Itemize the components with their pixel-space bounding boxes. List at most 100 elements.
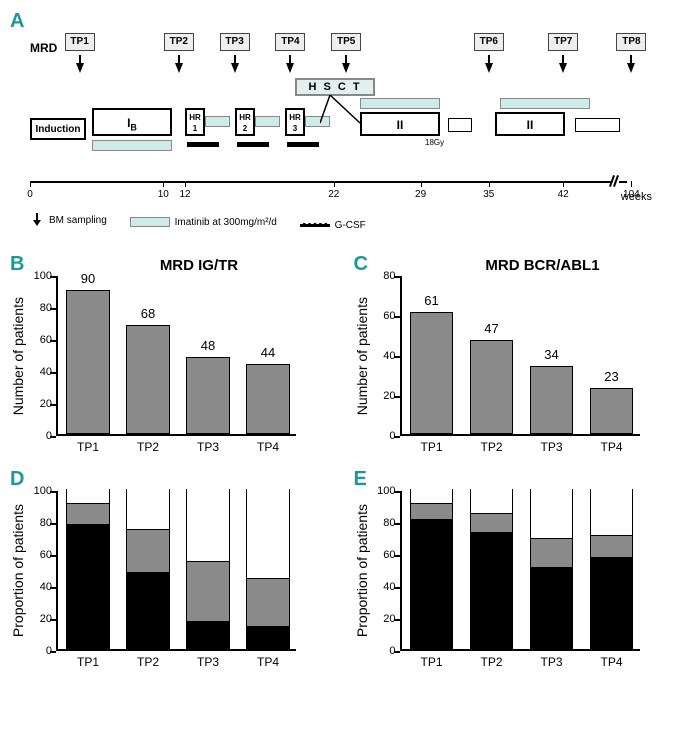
bar [126,325,169,434]
bar-value: 44 [261,345,275,360]
stack-segment [531,539,572,568]
gcsf-bar [287,142,319,147]
chartC-area: 61473423 [400,276,640,436]
hsct-box: H S C T [295,78,375,96]
stack-segment [67,504,108,525]
panel-A: MRD TP1TP2TP3TP4TP5TP6TP7TP8 Induction I… [30,33,657,233]
chartD-xaxis: TP1TP2TP3TP4 [58,651,334,673]
x-cat-label: TP2 [480,440,502,454]
gcsf-swatch [300,223,330,227]
bar-value: 34 [544,347,558,362]
stack-segment [187,562,228,623]
tp-box: TP2 [164,33,194,51]
tp-box: TP7 [548,33,578,51]
stack-segment [127,573,168,648]
y-label: 40 [28,366,52,378]
stack-segment [411,504,452,520]
chartB-ylabel: Number of patients [10,297,26,415]
x-cat-label: TP3 [540,440,562,454]
x-cat-label: TP4 [257,440,279,454]
chartC-ylabel: Number of patients [354,297,370,415]
hr-box: HR1 [185,108,205,136]
x-tick [334,181,335,187]
legend-imatinib-text: Imatinib at 300mg/m²/d [175,217,277,228]
y-label: 40 [28,581,52,593]
x-tick-label: 22 [328,189,339,200]
chartD-ylabel: Proportion of patients [10,504,26,637]
Ib-sub: B [130,122,137,132]
stack-segment [411,520,452,648]
stack-segment [591,536,632,558]
panel-E-label: E [354,468,367,490]
panel-E: E Proportion of patients 020406080100 TP… [354,468,678,673]
y-label: 60 [372,549,396,561]
y-label: 20 [28,613,52,625]
x-cat-label: TP4 [600,655,622,669]
induction-box: Induction [30,118,86,140]
bar-value: 61 [424,293,438,308]
y-label: 20 [372,613,396,625]
y-label: 100 [372,485,396,497]
hr-box: HR3 [285,108,305,136]
chartE-area [400,491,640,651]
stacked-bar [246,489,289,649]
stack-segment [247,579,288,627]
panel-D-label: D [10,468,24,490]
x-cat-label: TP1 [77,655,99,669]
chartB-yaxis: 020406080100 [26,276,56,436]
panelA-xaxis [30,181,627,183]
hr-box: HR2 [235,108,255,136]
y-label: 80 [372,517,396,529]
panel-B: B MRD IG/TR Number of patients 020406080… [10,253,334,458]
x-cat-label: TP3 [197,440,219,454]
stack-segment [187,622,228,648]
stack-segment [411,488,452,504]
x-cat-label: TP4 [257,655,279,669]
y-label: 0 [28,430,52,442]
chartB-xaxis: TP1 TP2 TP3 TP4 [58,436,334,458]
small-box-2 [575,118,620,132]
gcsf-bar [237,142,269,147]
stack-segment [531,488,572,539]
legend-gcsf-text: G-CSF [335,220,366,231]
imatinib-bar-5 [360,98,440,109]
arrow-down-icon [286,63,294,73]
y-label: 0 [372,430,396,442]
gy-label: 18Gy [425,138,444,147]
y-label: 60 [28,549,52,561]
bar [186,357,229,434]
stack-segment [127,488,168,530]
axis-break [611,175,619,187]
y-label: 80 [28,302,52,314]
tp-box: TP3 [220,33,250,51]
imatinib-bar [205,116,230,127]
x-tick-label: 12 [179,189,190,200]
y-label: 0 [372,645,396,657]
x-tick-label: 0 [27,189,33,200]
x-cat-label: TP3 [197,655,219,669]
bar [590,388,633,434]
stack-segment [471,514,512,533]
chartC-xaxis: TP1TP2TP3TP4 [402,436,678,458]
Ib-box: IB [92,108,172,136]
arrow-down-icon [559,63,567,73]
stack-segment [471,533,512,648]
stacked-bar [590,489,633,649]
imatinib-bar-6 [500,98,590,109]
chartB-area: 90684844 [56,276,296,436]
chartE-xaxis: TP1TP2TP3TP4 [402,651,678,673]
x-tick [421,181,422,187]
arrow-down-icon [76,63,84,73]
y-label: 80 [372,270,396,282]
y-label: 60 [372,310,396,322]
bar-value: 68 [141,306,155,321]
x-cat-label: TP2 [137,440,159,454]
stack-segment [67,525,108,648]
arrow-down-icon [231,63,239,73]
bar-value: 47 [484,321,498,336]
x-cat-label: TP1 [77,440,99,454]
panel-D: D Proportion of patients 020406080100 TP… [10,468,334,673]
tp-box: TP5 [331,33,361,51]
bar [410,312,453,434]
legend-bm-text: BM sampling [49,215,107,226]
